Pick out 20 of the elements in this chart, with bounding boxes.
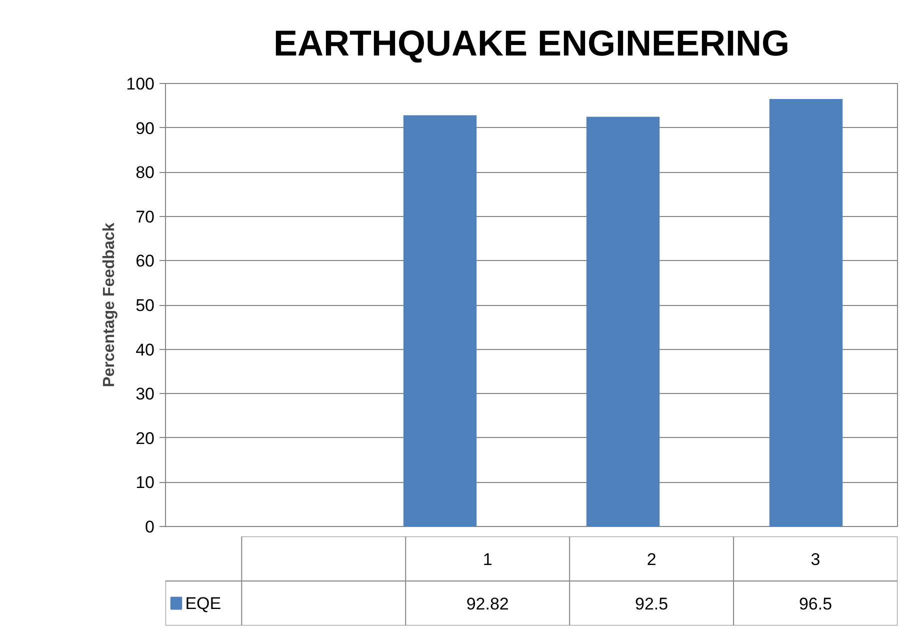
data-label: 92.82 xyxy=(466,594,509,614)
legend-label: EQE xyxy=(185,594,222,613)
y-tick-label: 30 xyxy=(136,384,155,404)
x-tick-label: 3 xyxy=(810,550,820,569)
y-tick-label: 100 xyxy=(126,74,155,94)
y-tick-label: 60 xyxy=(136,252,155,271)
data-label: 92.5 xyxy=(635,594,668,614)
y-axis-title: Percentage Feedback xyxy=(101,222,118,388)
y-tick-label: 20 xyxy=(136,428,155,448)
data-label: 96.5 xyxy=(798,594,832,614)
y-tick-label: 70 xyxy=(136,207,155,226)
y-tick-label: 0 xyxy=(145,518,155,536)
y-tick-label: 40 xyxy=(136,340,155,360)
chart-title: EARTHQUAKE ENGINEERING xyxy=(273,22,790,64)
x-tick-label: 1 xyxy=(482,550,492,569)
y-tick-label: 50 xyxy=(136,296,155,315)
y-tick-label: 10 xyxy=(136,473,155,492)
x-tick-label: 2 xyxy=(646,550,656,569)
y-tick-label: 80 xyxy=(136,163,155,182)
y-tick-label: 90 xyxy=(136,118,155,138)
